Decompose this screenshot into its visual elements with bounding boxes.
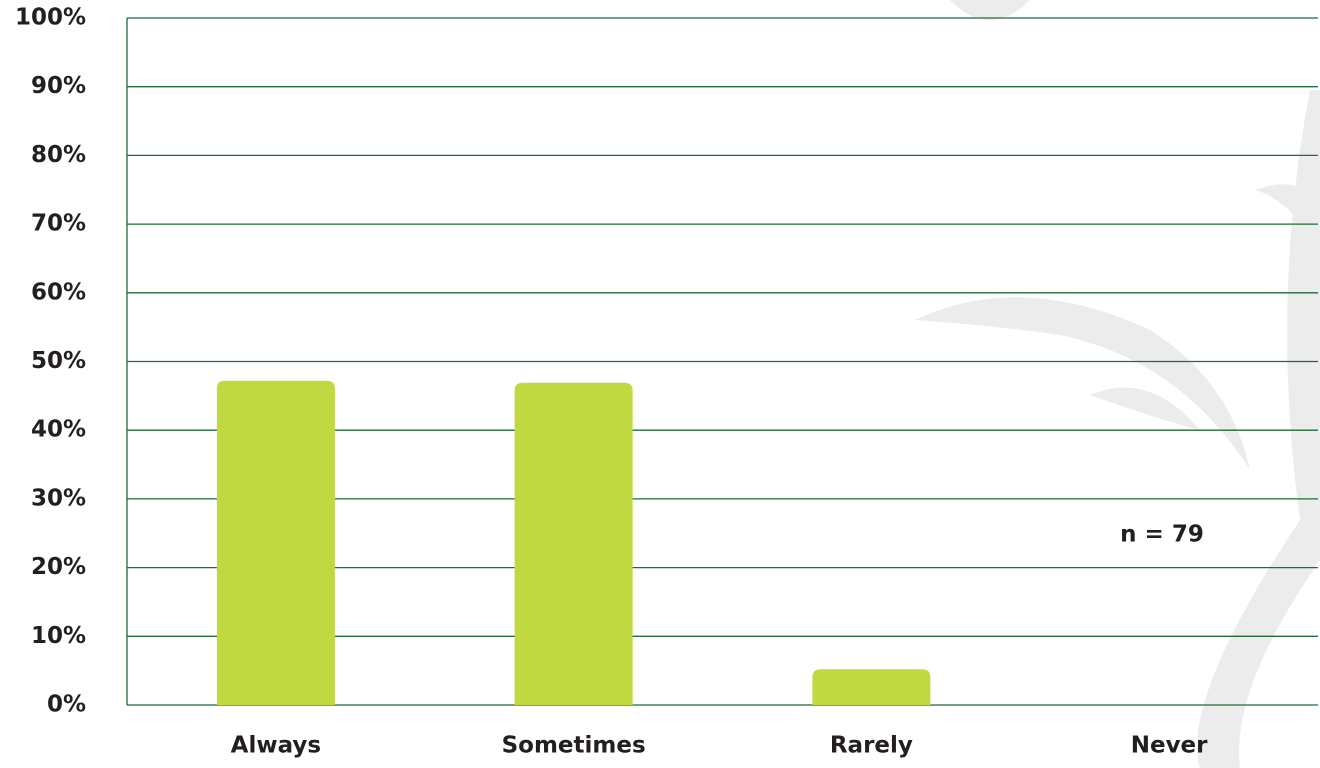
y-tick-label: 90% <box>31 73 86 99</box>
bar <box>514 382 633 705</box>
x-tick-label: Always <box>231 733 321 759</box>
y-tick-label: 60% <box>31 279 86 305</box>
y-tick-label: 80% <box>31 142 86 168</box>
x-tick-label: Never <box>1131 733 1208 759</box>
annotation: n = 79 <box>1120 522 1204 548</box>
x-tick-label: Sometimes <box>502 733 646 759</box>
bar <box>812 669 931 705</box>
y-tick-label: 0% <box>47 692 86 718</box>
y-tick-label: 10% <box>31 623 86 649</box>
y-tick-label: 50% <box>31 348 86 374</box>
x-tick-label: Rarely <box>830 733 913 759</box>
bar <box>216 380 335 705</box>
background-leaves <box>915 0 1320 768</box>
y-tick-label: 30% <box>31 485 86 511</box>
y-tick-label: 100% <box>15 5 86 31</box>
y-tick-label: 70% <box>31 211 86 237</box>
y-tick-label: 20% <box>31 554 86 580</box>
y-tick-label: 40% <box>31 417 86 443</box>
